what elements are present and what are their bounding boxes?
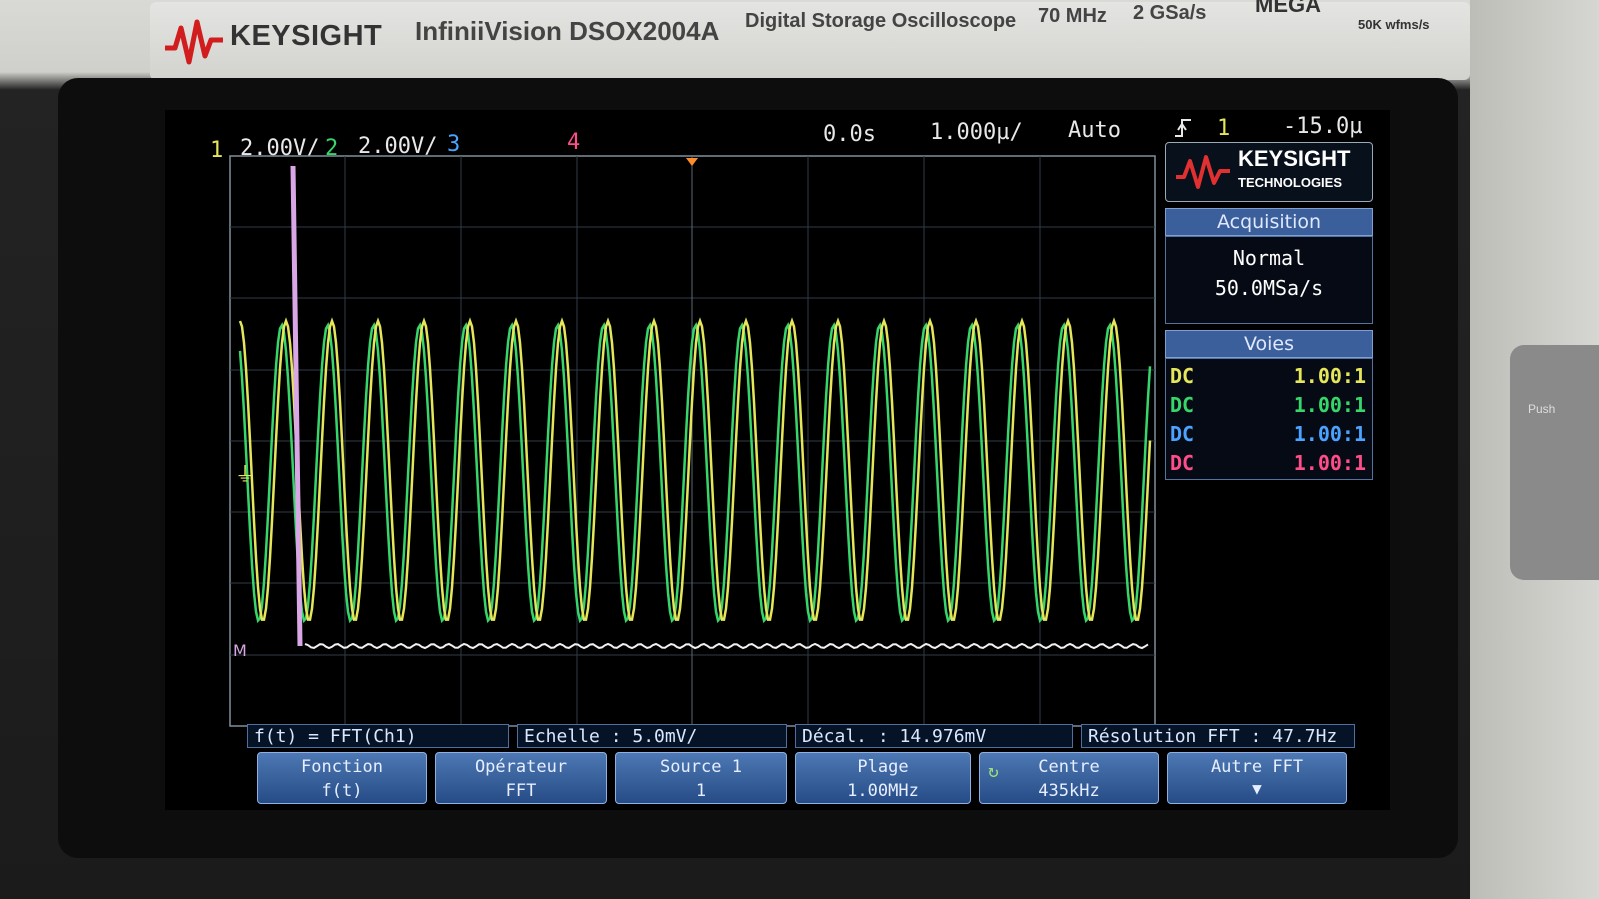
rotate-knob-icon: ↻ <box>988 761 999 782</box>
waveform-rate-label: 50K wfms/s <box>1358 17 1430 32</box>
keysight-logo-icon <box>1176 155 1230 189</box>
keysight-logo-icon <box>165 19 223 65</box>
coupling-label: DC <box>1170 451 1195 475</box>
megazoom-logo: MEGA <box>1255 0 1321 17</box>
voie-row-ch1[interactable]: DC 1.00:1 <box>1166 361 1372 390</box>
ch2-number[interactable]: 2 <box>325 136 339 161</box>
voie-row-ch2[interactable]: DC 1.00:1 <box>1166 390 1372 419</box>
right-info-panel: KEYSIGHT TECHNOLOGIES Acquisition Normal… <box>1165 142 1373 480</box>
badge-subtitle: TECHNOLOGIES <box>1238 175 1343 190</box>
coupling-label: DC <box>1170 364 1195 388</box>
time-position[interactable]: 0.0s <box>823 122 876 147</box>
math-offset-status: Décal. : 14.976mV <box>795 724 1073 748</box>
acquisition-rate: 50.0MSa/s <box>1214 276 1324 300</box>
math-ground-marker: M <box>233 641 247 660</box>
softkey-fonction[interactable]: Fonction f(t) <box>257 752 427 804</box>
ch1-waveform <box>238 317 1152 621</box>
arrow-down-icon: ▼ <box>1252 779 1262 798</box>
softkey-operateur[interactable]: Opérateur FFT <box>435 752 607 804</box>
voie-row-ch3[interactable]: DC 1.00:1 <box>1166 419 1372 448</box>
softkey-source[interactable]: Source 1 1 <box>615 752 787 804</box>
model-name: InfiniiVision DSOX2004A <box>415 16 720 46</box>
softkey-title: Source 1 <box>660 757 742 777</box>
probe-ratio: 1.00:1 <box>1293 393 1366 417</box>
softkey-value: 1.00MHz <box>847 781 919 801</box>
rising-edge-icon <box>1175 119 1191 137</box>
trigger-mode[interactable]: Auto <box>1068 118 1121 143</box>
trigger-channel[interactable]: 1 <box>1217 116 1231 141</box>
top-label-strip <box>150 2 1470 80</box>
softkey-title: Opérateur <box>474 757 568 777</box>
voie-row-ch4[interactable]: DC 1.00:1 <box>1166 448 1372 477</box>
sample-rate-label: 2 GSa/s <box>1133 2 1207 24</box>
softkey-title: Autre FFT <box>1210 757 1304 777</box>
math-scale-status: Echelle : 5.0mV/ <box>517 724 787 748</box>
acquisition-mode: Normal <box>1232 246 1306 270</box>
coupling-label: DC <box>1170 422 1195 446</box>
bandwidth-label: 70 MHz <box>1038 5 1107 27</box>
ch2-scale[interactable]: 2.00V/ <box>358 134 438 159</box>
ch4-number[interactable]: 4 <box>567 130 581 155</box>
ch1-number[interactable]: 1 <box>210 138 224 163</box>
softkey-value: FFT <box>505 781 537 801</box>
ch1-ground-marker: ⏚ <box>235 462 255 486</box>
softkey-title: Plage <box>857 757 909 777</box>
probe-ratio: 1.00:1 <box>1293 422 1366 446</box>
display-screen: 1 2.00V/ 2 2.00V/ 3 4 0.0s 1.000µ/ Auto … <box>165 110 1390 810</box>
fft-resolution-status: Résolution FFT : 47.7Hz <box>1081 724 1355 748</box>
voies-header[interactable]: Voies <box>1165 330 1373 358</box>
fft-trace <box>304 642 1149 650</box>
softkey-title: Centre <box>1038 757 1100 777</box>
probe-ratio: 1.00:1 <box>1293 364 1366 388</box>
brand-name: KEYSIGHT <box>230 20 383 52</box>
softkey-value: 1 <box>695 781 707 801</box>
acquisition-body: Normal 50.0MSa/s <box>1165 236 1373 324</box>
softkey-plage[interactable]: Plage 1.00MHz <box>795 752 971 804</box>
control-knob[interactable] <box>1510 345 1599 580</box>
trigger-position-marker <box>686 158 698 166</box>
softkey-title: Fonction <box>301 757 383 777</box>
softkey-centre[interactable]: ↻ Centre 435kHz <box>979 752 1159 804</box>
voies-body: DC 1.00:1 DC 1.00:1 DC 1.00:1 DC 1.00:1 <box>1165 358 1373 480</box>
ch3-number[interactable]: 3 <box>447 132 461 157</box>
badge-title: KEYSIGHT <box>1238 146 1351 171</box>
keysight-technologies-badge: KEYSIGHT TECHNOLOGIES <box>1165 142 1373 202</box>
math-function-status: f(t) = FFT(Ch1) <box>247 724 509 748</box>
push-label: Push <box>1528 402 1556 416</box>
probe-ratio: 1.00:1 <box>1293 451 1366 475</box>
acquisition-header[interactable]: Acquisition <box>1165 208 1373 236</box>
softkey-value: 435kHz <box>1038 781 1100 801</box>
fft-dc-spike <box>290 165 303 647</box>
softkey-autre-fft[interactable]: Autre FFT ▼ <box>1167 752 1347 804</box>
coupling-label: DC <box>1170 393 1195 417</box>
ch2-waveform <box>238 321 1152 624</box>
time-scale[interactable]: 1.000µ/ <box>930 120 1023 145</box>
softkey-value: f(t) <box>321 781 363 801</box>
waveform-graticule: ⏚ M <box>229 155 1156 727</box>
device-description: Digital Storage Oscilloscope <box>745 10 1017 32</box>
trigger-level[interactable]: -15.0µ <box>1283 114 1363 139</box>
